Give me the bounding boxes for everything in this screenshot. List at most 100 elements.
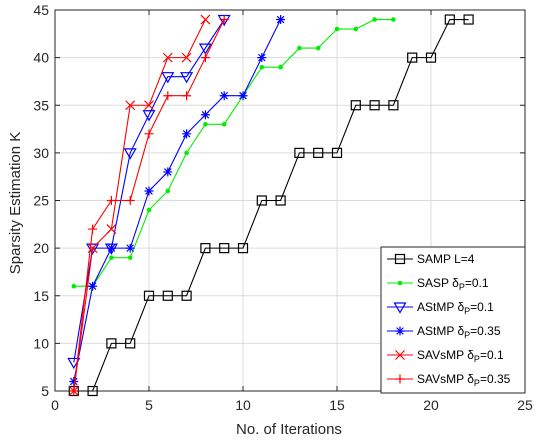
legend-entry: SAVsMP δP=0.35 [387,372,511,388]
legend-label: SAMP L=4 [417,252,475,266]
data-point [219,243,230,254]
data-point [146,207,152,213]
data-point [200,14,211,25]
data-point [237,243,249,254]
data-point [369,100,380,111]
legend-marker [394,253,406,265]
data-point [127,255,133,260]
data-point [297,45,302,51]
data-point [181,290,192,301]
data-point [294,147,305,158]
legend-entry: AStMP δP=0.35 [387,324,501,340]
data-point [181,52,192,63]
data-point [313,147,324,158]
y-tick-label: 30 [33,145,49,161]
data-point [238,91,248,101]
data-point [276,15,286,25]
data-point [123,148,137,160]
series-4 [69,15,286,386]
data-point [69,376,79,386]
legend-marker [395,326,405,336]
x-tick-label: 25 [517,397,533,413]
y-tick-label: 15 [33,288,49,304]
data-point [106,338,117,349]
data-point [256,195,267,206]
x-tick-label: 0 [51,397,59,413]
data-point [278,64,283,70]
data-point [125,338,136,349]
data-point [87,385,98,397]
data-point [463,14,474,25]
legend-label: SASP δP=0.1 [417,276,489,292]
data-point [161,72,175,84]
data-point [275,195,286,206]
legend-entry: SASP δP=0.1 [387,276,489,292]
series-2 [71,17,396,289]
data-point [125,100,136,111]
data-point [353,26,359,32]
data-point [200,53,210,63]
data-point [106,196,116,205]
data-point [163,91,173,101]
data-point [221,122,227,127]
data-point [71,283,77,289]
data-point [144,186,154,196]
x-tick-label: 10 [235,397,251,413]
y-tick-label: 5 [41,383,49,399]
data-point [162,290,173,301]
legend-label: SAVsMP δP=0.1 [417,348,504,364]
y-tick-label: 25 [33,193,49,209]
data-point [182,129,192,139]
legend-box [380,246,526,394]
data-point [334,26,340,32]
data-point [144,129,154,139]
data-point [142,110,156,122]
legend-marker [395,350,405,360]
data-point [106,243,116,253]
data-point [315,45,321,51]
data-point [125,243,135,253]
data-point [203,122,208,127]
data-point [144,100,154,111]
y-tick-label: 35 [33,97,49,113]
legend-entry: SAMP L=4 [387,252,475,266]
legend-marker [393,302,407,314]
series-line [73,18,469,392]
data-point [372,17,377,22]
data-point [391,17,396,22]
y-tick-label: 20 [33,240,49,256]
legend-entry: AStMP δP=0.1 [387,300,494,316]
y-axis-label: Sparsity Estimation K [7,132,24,275]
y-tick-label: 40 [33,50,49,66]
series-line [73,19,282,382]
data-point [219,15,229,25]
data-point [88,281,98,291]
legend: SAMP L=4 SASP δP=0.1 AStMP δP=0.1 AStMP δP=… [380,246,526,394]
data-point [143,290,155,301]
legend-entry: SAVsMP δP=0.1 [387,348,504,364]
data-point [162,52,173,63]
data-point [425,52,437,63]
legend-label: SAVsMP δP=0.35 [417,372,511,388]
series-line [73,19,225,363]
series-line [73,18,394,287]
series-layer [67,14,474,397]
data-point [69,386,79,396]
data-point [88,224,98,234]
series-6 [69,15,229,396]
data-point [407,52,418,63]
legend-label: AStMP δP=0.35 [417,324,501,340]
x-tick-label: 20 [423,397,439,413]
y-tick-label: 45 [33,2,49,18]
data-point [180,72,194,84]
data-point [200,243,211,254]
data-point [109,255,114,260]
data-point [219,91,229,101]
y-tick-label: 10 [33,335,49,351]
data-point [106,224,117,234]
data-point [257,53,267,63]
x-tick-label: 5 [145,397,153,413]
data-point [125,196,135,205]
